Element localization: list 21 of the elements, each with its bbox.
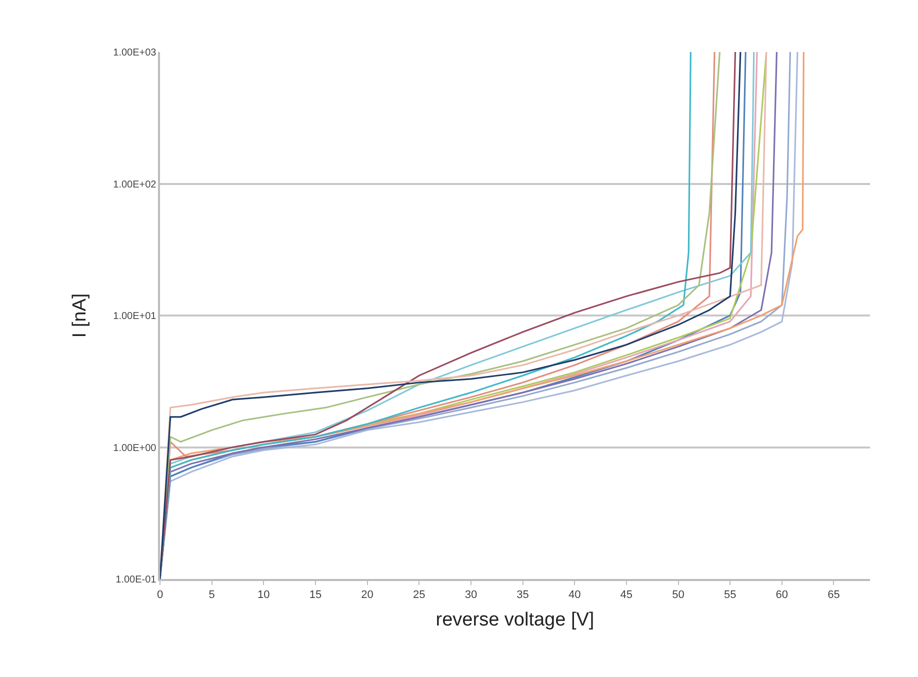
y-tick-label: 1.00E+02 [113,179,157,190]
y-tick-label: 1.00E+03 [113,48,157,58]
y-axis-title: I [nA] [69,293,90,338]
x-tick-label: 25 [412,588,426,601]
x-tick-label: 5 [208,588,215,601]
x-tick-label: 60 [776,588,788,601]
x-tick-label: 50 [672,588,684,601]
x-tick-label: 35 [516,588,529,601]
y-tick-label: 1.00E+01 [113,311,157,322]
x-tick-label: 40 [568,588,581,601]
x-axis-title: reverse voltage [V] [436,609,594,630]
x-tick-label: 10 [258,588,270,601]
y-tick-label: 1.00E+00 [113,442,157,454]
x-tick-label: 65 [828,588,840,601]
x-tick-label: 45 [620,588,633,601]
x-tick-label: 15 [309,588,322,601]
x-tick-label: 20 [361,588,374,601]
y-tick-label: 1.00E-01 [116,574,157,586]
x-tick-label: 55 [724,588,736,601]
x-tick-label: 0 [156,588,164,601]
x-tick-label: 30 [464,588,478,601]
